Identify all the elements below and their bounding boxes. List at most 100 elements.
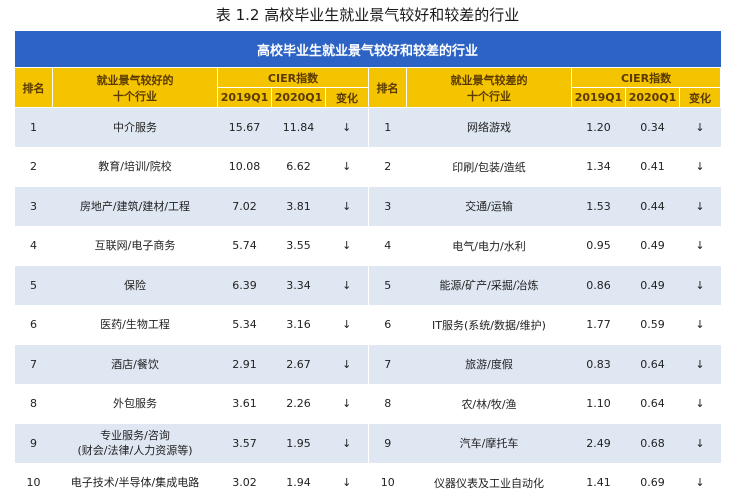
table-row: 4 互联网/电子商务 5.74 3.55 ↓ 4 电气/电力/水利 0.95 0.49 ↓ (14, 226, 721, 266)
bad-2019-cell: 0.83 (571, 344, 626, 385)
rank-good-cell: 5 (14, 265, 53, 306)
rank-bad-cell: 2 (368, 147, 407, 187)
bad-2019-cell: 1.20 (571, 107, 626, 148)
good-2020-cell: 6.62 (271, 147, 326, 187)
good-2019-cell: 6.39 (217, 265, 272, 306)
industry-table: 高校毕业生就业景气较好和较差的行业 排名 就业景气较好的 十个行业 CIER指数… (14, 31, 722, 503)
good-2019-cell: 15.67 (217, 107, 272, 148)
rank-good-cell: 1 (14, 107, 53, 148)
table-row: 9 专业服务/咨询 (财会/法律/人力资源等) 3.57 1.95 ↓ 9 汽车/摩托车 2.4… (14, 423, 721, 464)
good-industry-cell: 专业服务/咨询 (财会/法律/人力资源等) (52, 423, 218, 464)
rank-header-bad: 排名 (368, 67, 407, 108)
good-change-arrow: ↓ (325, 423, 369, 464)
good-industry-cell: 教育/培训/院校 (52, 147, 218, 187)
good-change-arrow: ↓ (325, 147, 369, 187)
good-2019-cell: 3.02 (217, 463, 272, 503)
bad-industry-header-line1: 就业景气较差的 (450, 73, 528, 87)
bad-2020-cell: 0.49 (625, 265, 680, 306)
rank-bad-cell: 4 (368, 226, 407, 266)
bad-industry-cell: 印刷/包装/造纸 (406, 147, 572, 187)
table-row: 1 中介服务 15.67 11.84 ↓ 1 网络游戏 1.20 0.34 ↓ (14, 107, 721, 148)
industry-table-container: 高校毕业生就业景气较好和较差的行业 排名 就业景气较好的 十个行业 CIER指数… (14, 31, 722, 503)
bad-2020-cell: 0.49 (625, 226, 680, 266)
good-change-arrow: ↓ (325, 107, 369, 148)
rank-good-cell: 2 (14, 147, 53, 187)
good-industry-header: 就业景气较好的 十个行业 (52, 67, 218, 108)
bad-industry-header-line2: 十个行业 (467, 89, 511, 103)
rank-bad-cell: 7 (368, 344, 407, 385)
bad-industry-cell: 汽车/摩托车 (406, 423, 572, 464)
bad-2019-cell: 0.95 (571, 226, 626, 266)
good-2020-cell: 11.84 (271, 107, 326, 148)
bad-change-arrow: ↓ (679, 384, 721, 424)
rank-bad-cell: 5 (368, 265, 407, 306)
rank-bad-cell: 10 (368, 463, 407, 503)
good-industry-cell: 电子技术/半导体/集成电路 (52, 463, 218, 503)
bad-2020-cell: 0.64 (625, 344, 680, 385)
rank-bad-cell: 6 (368, 305, 407, 345)
bad-industry-cell: 交通/运输 (406, 186, 572, 227)
rank-good-cell: 10 (14, 463, 53, 503)
bad-change-arrow: ↓ (679, 305, 721, 345)
bad-industry-cell: 能源/矿产/采掘/冶炼 (406, 265, 572, 306)
cier-header-bad: CIER指数 (570, 67, 722, 88)
good-2019-cell: 5.74 (217, 226, 272, 266)
good-industry-header-line2: 十个行业 (113, 89, 157, 103)
bad-industry-cell: 旅游/度假 (406, 344, 572, 385)
good-2019-cell: 3.61 (217, 384, 272, 424)
good-2020-cell: 2.67 (271, 344, 326, 385)
bad-2020-cell: 0.41 (625, 147, 680, 187)
good-change-arrow: ↓ (325, 344, 369, 385)
good-2019-cell: 2.91 (217, 344, 272, 385)
rank-good-cell: 3 (14, 186, 53, 227)
good-2019-cell: 5.34 (217, 305, 272, 345)
bad-change-arrow: ↓ (679, 226, 721, 266)
table-banner: 高校毕业生就业景气较好和较差的行业 (14, 31, 721, 68)
good-2020-cell: 3.81 (271, 186, 326, 227)
bad-2019-cell: 1.41 (571, 463, 626, 503)
good-2020-header: 2020Q1 (271, 87, 326, 108)
bad-2019-cell: 1.34 (571, 147, 626, 187)
bad-industry-header: 就业景气较差的 十个行业 (406, 67, 572, 108)
bad-2020-cell: 0.34 (625, 107, 680, 148)
good-2019-cell: 3.57 (217, 423, 272, 464)
good-2020-cell: 3.55 (271, 226, 326, 266)
good-industry-cell: 房地产/建筑/建材/工程 (52, 186, 218, 227)
bad-change-arrow: ↓ (679, 463, 721, 503)
bad-2020-cell: 0.68 (625, 423, 680, 464)
rank-header-good: 排名 (14, 67, 53, 108)
good-2020-cell: 3.34 (271, 265, 326, 306)
bad-2019-cell: 1.10 (571, 384, 626, 424)
good-industry-cell: 医药/生物工程 (52, 305, 218, 345)
bad-industry-cell: 电气/电力/水利 (406, 226, 572, 266)
rank-bad-cell: 8 (368, 384, 407, 424)
rank-good-cell: 6 (14, 305, 53, 345)
good-2020-cell: 1.95 (271, 423, 326, 464)
good-change-arrow: ↓ (325, 265, 369, 306)
rank-good-cell: 7 (14, 344, 53, 385)
bad-2019-cell: 1.77 (571, 305, 626, 345)
bad-2020-cell: 0.64 (625, 384, 680, 424)
bad-change-header: 变化 (678, 87, 722, 108)
table-row: 6 医药/生物工程 5.34 3.16 ↓ 6 IT服务(系统/数据/维护) 1.77 0.59… (14, 305, 721, 345)
rank-good-cell: 9 (14, 423, 53, 464)
bad-2020-cell: 0.59 (625, 305, 680, 345)
rank-good-cell: 4 (14, 226, 53, 266)
good-change-arrow: ↓ (325, 226, 369, 266)
table-row: 8 外包服务 3.61 2.26 ↓ 8 农/林/牧/渔 1.10 0.64 ↓ (14, 384, 721, 424)
rank-bad-cell: 3 (368, 186, 407, 227)
table-row: 10 电子技术/半导体/集成电路 3.02 1.94 ↓ 10 仪器仪表及工业自动化 1.41… (14, 463, 721, 503)
table-row: 3 房地产/建筑/建材/工程 7.02 3.81 ↓ 3 交通/运输 1.53 0.44 ↓ (14, 186, 721, 227)
bad-industry-cell: IT服务(系统/数据/维护) (406, 305, 572, 345)
bad-change-arrow: ↓ (679, 344, 721, 385)
good-2019-header: 2019Q1 (217, 87, 272, 108)
table-body: 1 中介服务 15.67 11.84 ↓ 1 网络游戏 1.20 0.34 ↓ 2 教育/培训/院校 1… (14, 107, 721, 503)
bad-industry-cell: 仪器仪表及工业自动化 (406, 463, 572, 503)
bad-2020-cell: 0.44 (625, 186, 680, 227)
good-industry-cell: 外包服务 (52, 384, 218, 424)
good-2020-cell: 2.26 (271, 384, 326, 424)
rank-good-cell: 8 (14, 384, 53, 424)
cier-header-good: CIER指数 (217, 67, 369, 88)
bad-change-arrow: ↓ (679, 107, 721, 148)
bad-change-arrow: ↓ (679, 423, 721, 464)
